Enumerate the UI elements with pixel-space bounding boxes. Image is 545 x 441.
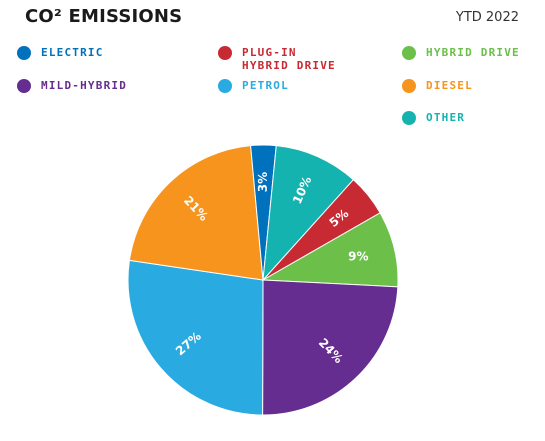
- legend-swatch-petrol: [218, 79, 232, 93]
- pie-slice-mild-hybrid: [262, 279, 399, 416]
- legend-swatch-mild-hybrid: [17, 79, 31, 93]
- pie-label-electric: 3%: [256, 172, 270, 192]
- legend-swatch-other: [402, 111, 416, 125]
- legend-label-diesel: DIESEL: [426, 79, 473, 92]
- period-label: YTD 2022: [455, 10, 519, 25]
- legend-swatch-plug-in-hybrid: [218, 46, 232, 60]
- legend-swatch-electric: [17, 46, 31, 60]
- legend-item-plug-in-hybrid: PLUG-IN HYBRID DRIVE: [218, 46, 336, 72]
- legend-item-electric: ELECTRIC: [17, 46, 104, 60]
- pie-slice-petrol: [127, 259, 264, 416]
- pie-slice-other: [262, 145, 355, 282]
- legend-label-other: OTHER: [426, 111, 466, 124]
- legend-swatch-diesel: [402, 79, 416, 93]
- legend-label-hybrid-drive: HYBRID DRIVE: [426, 46, 520, 59]
- legend-item-mild-hybrid: MILD-HYBRID: [17, 79, 127, 93]
- legend-label-petrol: PETROL: [242, 79, 289, 92]
- legend-item-other: OTHER: [402, 111, 465, 125]
- pie-slice-diesel: [128, 145, 264, 281]
- legend-label-plug-in-hybrid: PLUG-IN HYBRID DRIVE: [242, 46, 336, 72]
- legend-label-mild-hybrid: MILD-HYBRID: [41, 79, 128, 92]
- pie-slices: [127, 144, 399, 416]
- legend-item-petrol: PETROL: [218, 79, 289, 93]
- legend-item-diesel: DIESEL: [402, 79, 473, 93]
- legend-item-hybrid-drive: HYBRID DRIVE: [402, 46, 520, 60]
- pie-label-hybrid-drive: 9%: [348, 250, 368, 264]
- legend-swatch-hybrid-drive: [402, 46, 416, 60]
- legend-label-electric: ELECTRIC: [41, 46, 104, 59]
- chart-title: CO² EMISSIONS: [25, 6, 183, 27]
